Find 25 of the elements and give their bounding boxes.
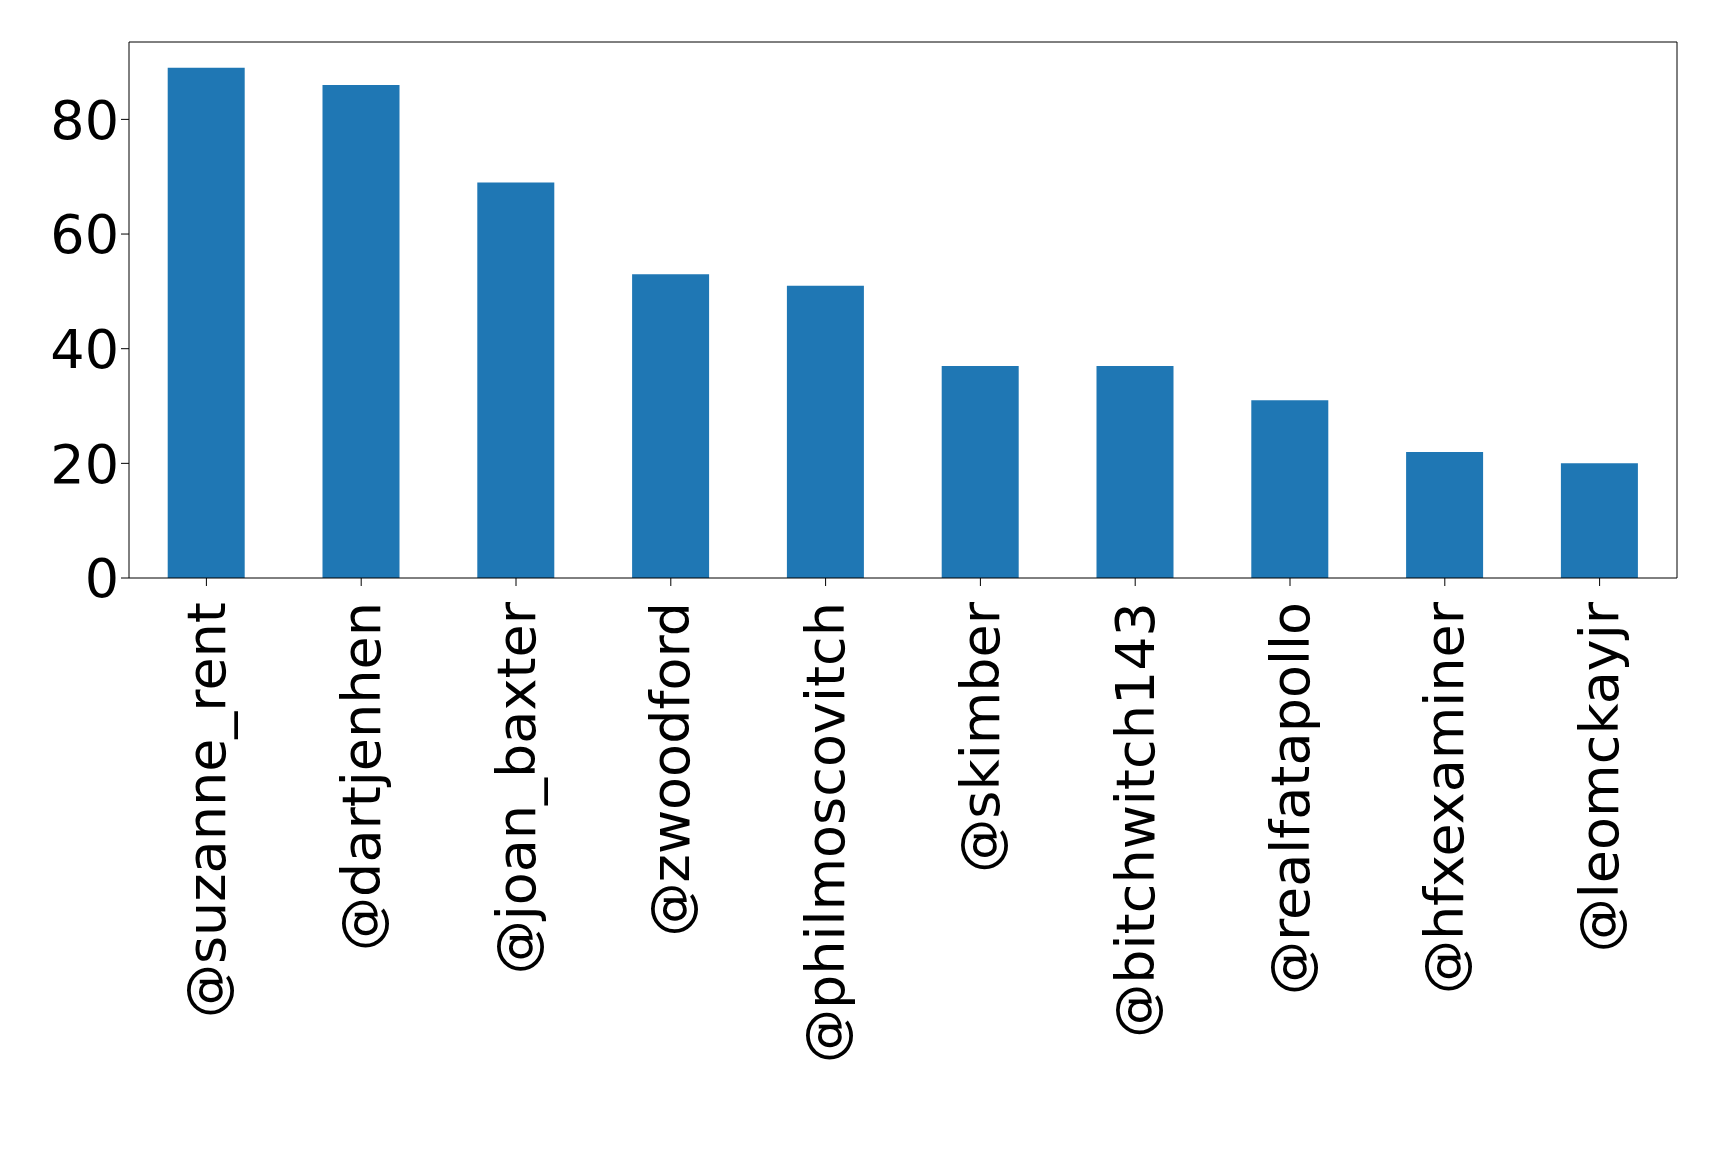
y-tick-label: 20 [50, 432, 119, 496]
x-tick-label: @realfatapollo [1258, 602, 1322, 996]
x-tick-label: @suzanne_rent [174, 602, 238, 1019]
y-tick-label: 0 [84, 547, 119, 611]
x-tick-label: @hfxexaminer [1413, 601, 1477, 995]
x-tick-label: @philmoscovitch [794, 602, 858, 1064]
x-tick-label: @joan_baxter [484, 601, 548, 975]
x-tick-label: @zwoodford [639, 602, 703, 937]
x-tick-label: @skimber [948, 601, 1012, 873]
bar [1251, 400, 1329, 578]
x-tick-label: @bitchwitch143 [1103, 602, 1167, 1038]
bar [1406, 451, 1484, 578]
bar [941, 365, 1019, 578]
bar [167, 67, 245, 578]
bar [477, 182, 555, 578]
bar [1560, 463, 1638, 578]
y-tick-label: 80 [50, 88, 119, 152]
y-tick-label: 40 [50, 317, 119, 381]
y-tick-label: 60 [50, 203, 119, 267]
x-tick-label: @dartjenhen [329, 602, 393, 951]
bar [632, 274, 710, 578]
bar [786, 285, 864, 578]
x-tick-label: @leomckayjr [1568, 601, 1632, 953]
bar [1096, 365, 1174, 578]
bar [322, 84, 400, 578]
